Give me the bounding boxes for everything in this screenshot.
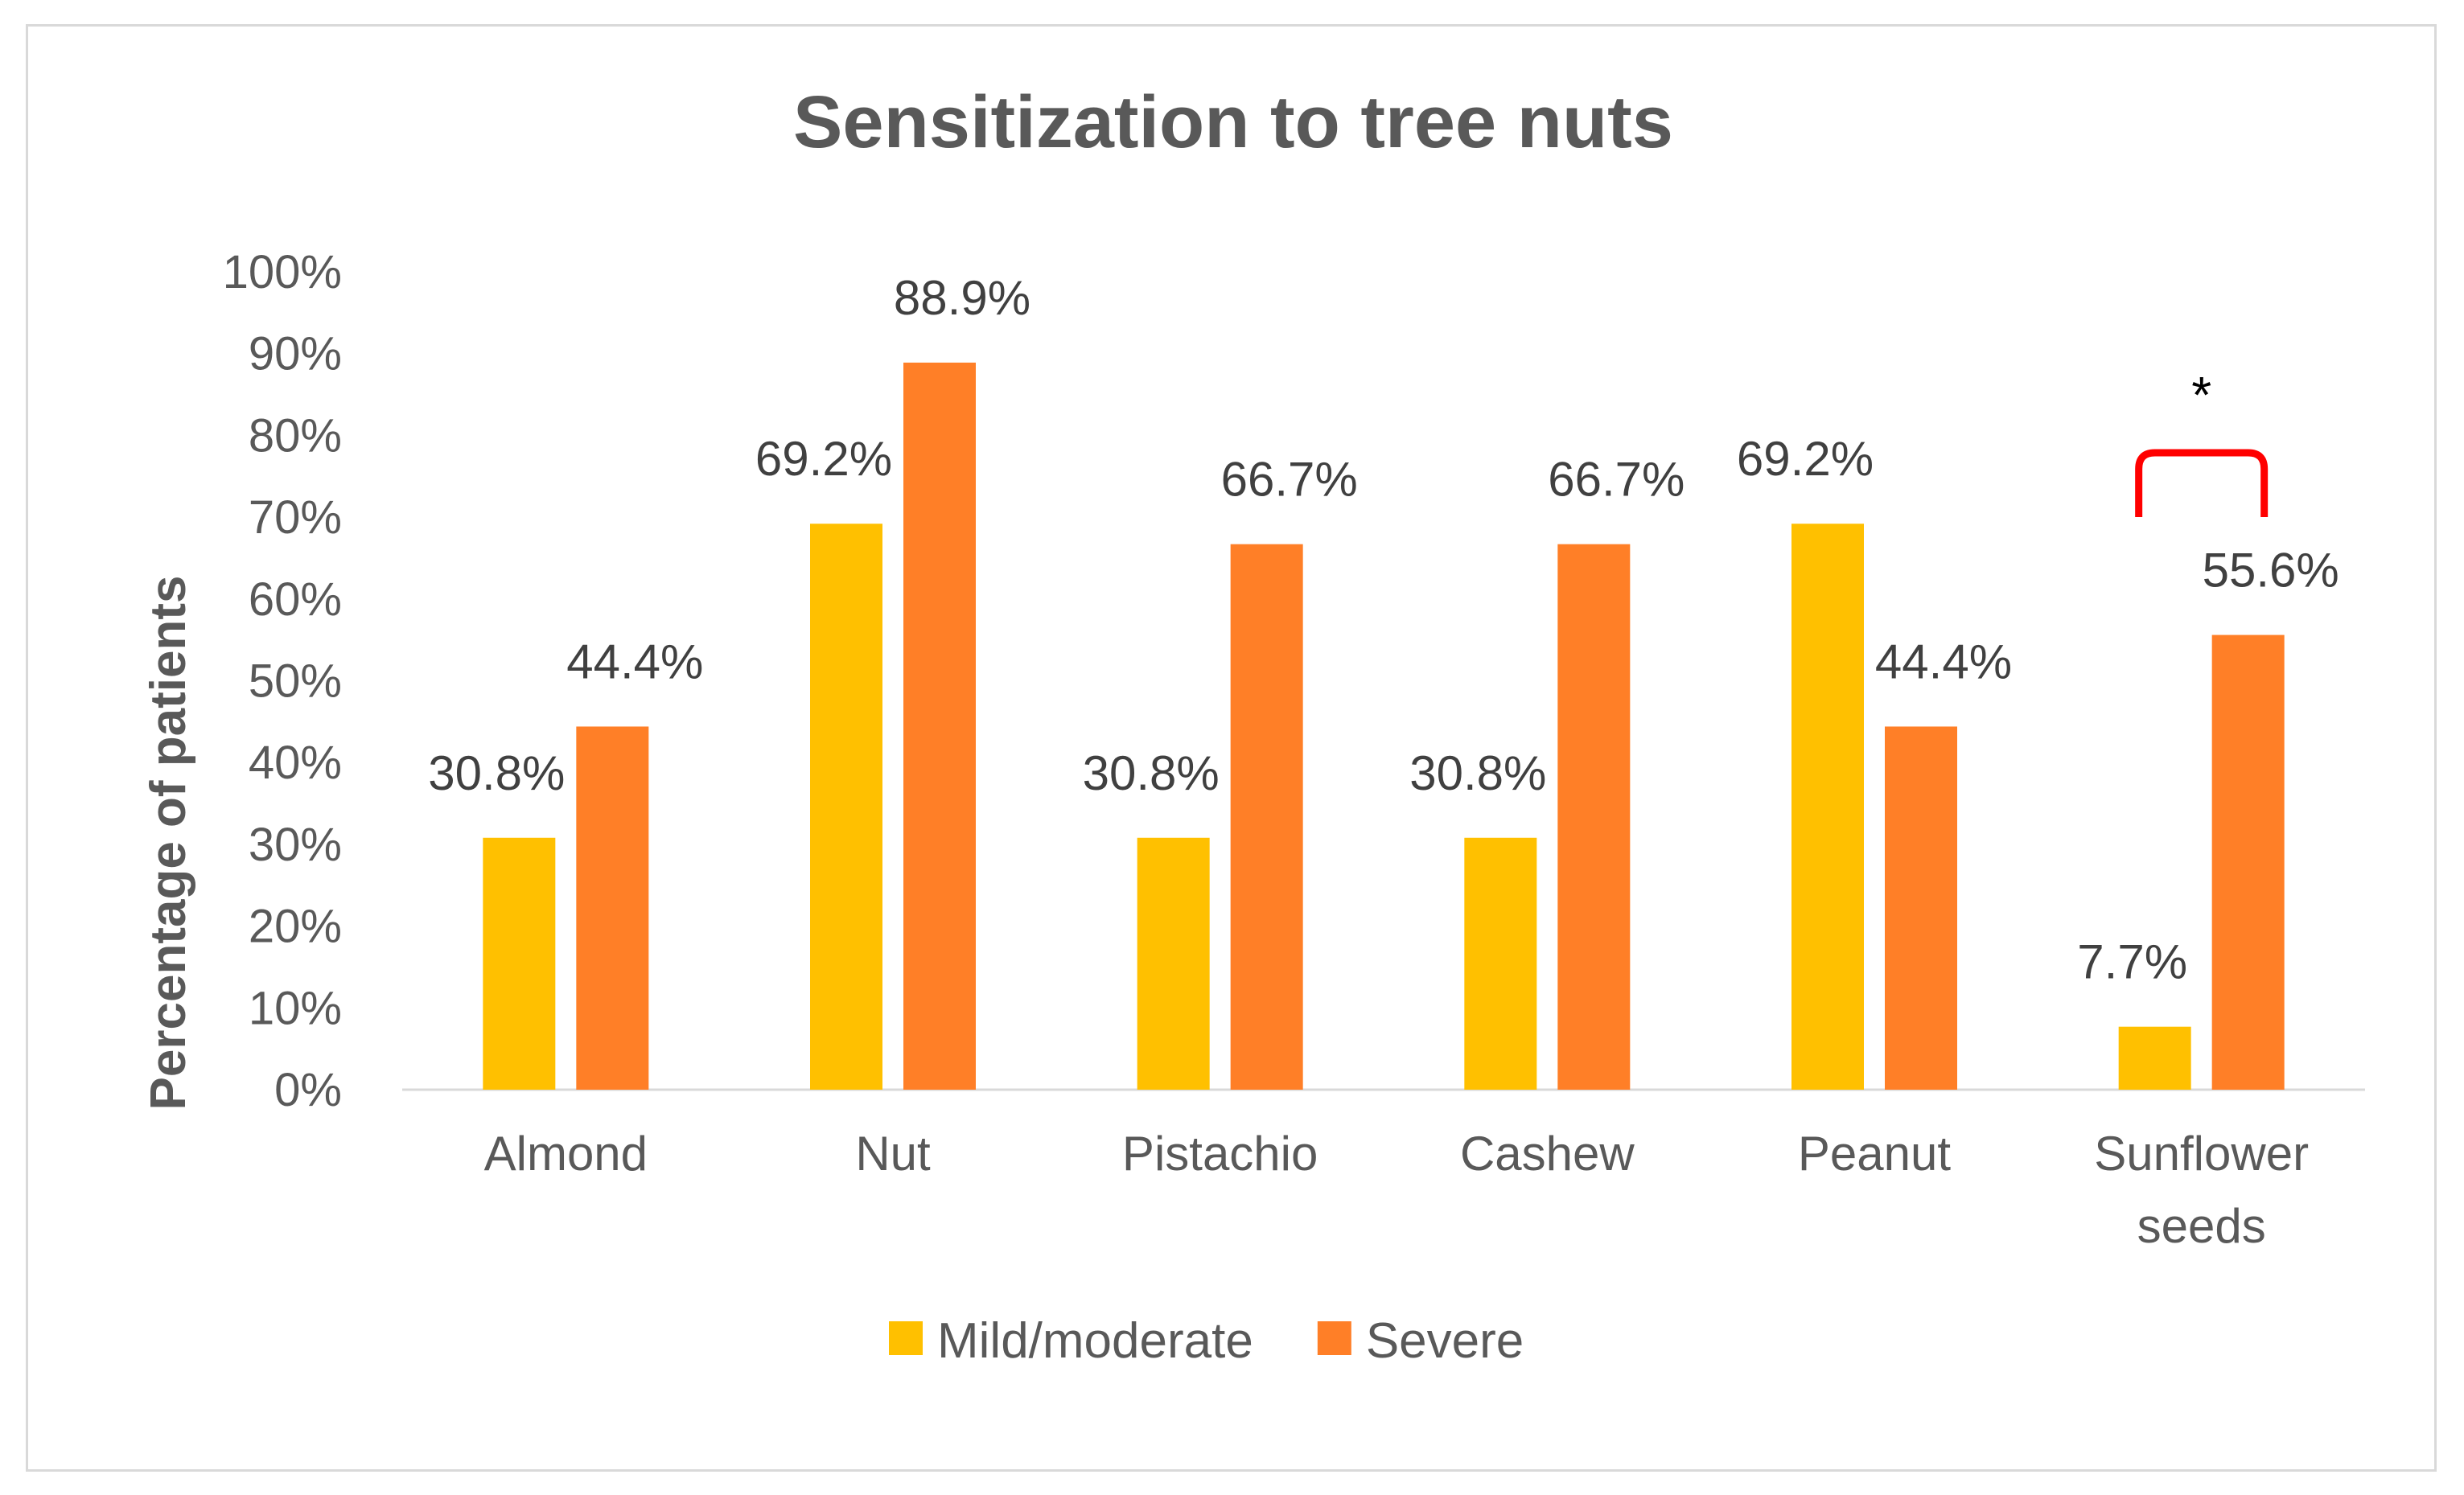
- bar-chart: Sensitization to tree nuts Percentage of…: [141, 81, 2365, 1369]
- x-category-label: Sunflower: [2094, 1127, 2309, 1181]
- y-axis-ticks: 0% 10% 20% 30% 40% 50% 60% 70% 80% 90% 100%: [223, 246, 342, 1116]
- data-label: 69.2%: [1737, 432, 1874, 486]
- x-category-label: Pistachio: [1122, 1127, 1318, 1181]
- legend-swatch: [1317, 1321, 1351, 1355]
- x-category-label: Almond: [484, 1127, 648, 1181]
- bar-severe-1: [903, 362, 976, 1090]
- legend-label: Severe: [1366, 1313, 1524, 1369]
- y-tick-label: 30%: [249, 819, 342, 871]
- bar-mild-moderate-1: [810, 524, 882, 1090]
- data-label: 66.7%: [1221, 453, 1358, 507]
- bar-severe-5: [2211, 635, 2285, 1090]
- x-category-label: seeds: [2137, 1199, 2266, 1253]
- data-label: 55.6%: [2203, 544, 2339, 598]
- legend-label: Mild/moderate: [937, 1313, 1253, 1369]
- bar-mild-moderate-2: [1137, 837, 1210, 1090]
- bar-series: 30.8% 44.4% 69.2% 88.9% 30.8% 66.7% 30.8% 66.7%…: [428, 271, 2339, 1090]
- data-label: 7.7%: [2077, 935, 2187, 989]
- bar-severe-2: [1230, 544, 1303, 1090]
- bar-severe-3: [1557, 544, 1631, 1090]
- chart-frame: Sensitization to tree nuts Percentage of…: [26, 24, 2437, 1472]
- data-label: 44.4%: [566, 635, 703, 688]
- y-tick-label: 70%: [249, 491, 342, 544]
- y-tick-label: 40%: [249, 737, 342, 789]
- data-label: 88.9%: [894, 271, 1030, 325]
- bar-mild-moderate-5: [2118, 1026, 2191, 1090]
- legend-swatch: [889, 1321, 923, 1355]
- data-label: 69.2%: [755, 432, 892, 486]
- x-category-label: Cashew: [1460, 1127, 1635, 1181]
- bar-severe-0: [576, 726, 649, 1090]
- legend: Mild/moderate Severe: [889, 1313, 1524, 1369]
- x-axis-categories: Almond Nut Pistachio Cashew Peanut Sunflower s…: [484, 1127, 2309, 1253]
- data-label: 30.8%: [428, 746, 565, 800]
- data-label: 44.4%: [1875, 635, 2012, 688]
- bar-mild-moderate-0: [483, 837, 556, 1090]
- significance-annotation: *: [2135, 366, 2269, 517]
- bar-mild-moderate-4: [1791, 524, 1864, 1090]
- x-category-label: Nut: [855, 1127, 931, 1181]
- data-label: 30.8%: [1083, 746, 1220, 800]
- y-axis-label: Percentage of patients: [141, 576, 196, 1111]
- data-label: 66.7%: [1548, 453, 1684, 507]
- significance-bracket: [2135, 449, 2269, 517]
- y-tick-label: 80%: [249, 409, 342, 462]
- chart-title: Sensitization to tree nuts: [793, 81, 1673, 163]
- significance-marker: *: [2191, 366, 2211, 424]
- bar-severe-4: [1885, 726, 1957, 1090]
- y-tick-label: 90%: [249, 328, 342, 380]
- y-tick-label: 0%: [274, 1064, 342, 1116]
- y-tick-label: 10%: [249, 982, 342, 1034]
- x-category-label: Peanut: [1798, 1127, 1951, 1181]
- y-tick-label: 100%: [223, 246, 342, 298]
- y-tick-label: 60%: [249, 573, 342, 626]
- y-tick-label: 20%: [249, 901, 342, 953]
- data-label: 30.8%: [1409, 746, 1546, 800]
- y-tick-label: 50%: [249, 655, 342, 708]
- bar-mild-moderate-3: [1464, 837, 1537, 1090]
